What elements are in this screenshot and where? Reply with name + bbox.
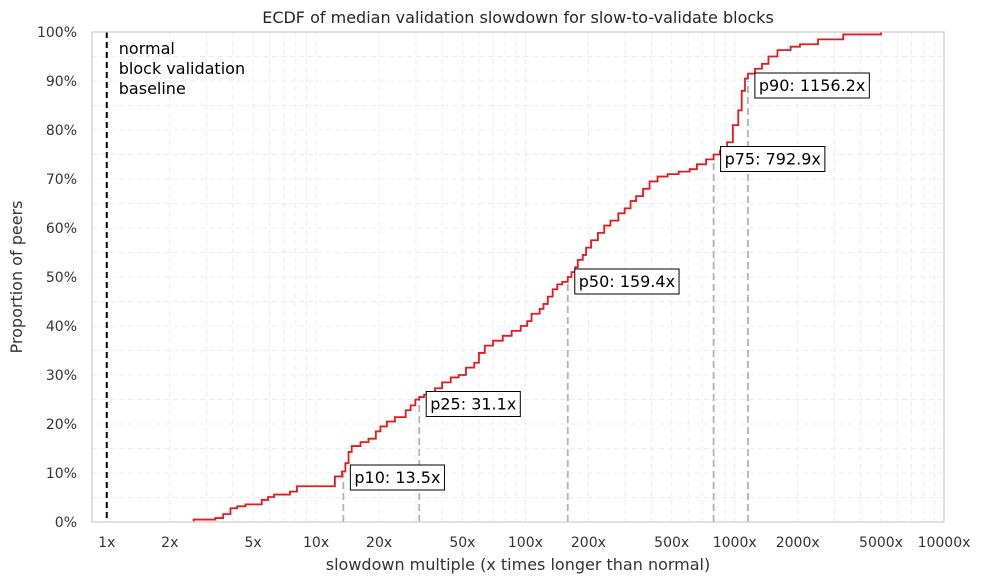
percentile-annotation: p90: 1156.2x <box>754 72 870 99</box>
percentile-annotations: p10: 13.5x p25: 31.1x p50: 159.4x p75: 792.… <box>349 72 870 491</box>
x-tick-label: 5000x <box>859 535 903 551</box>
percentile-annotation: p25: 31.1x <box>425 391 521 417</box>
annotation-label: p10: 13.5x <box>354 468 440 487</box>
annotation-label: p50: 159.4x <box>579 272 675 291</box>
percentile-annotation: p50: 159.4x <box>574 268 680 295</box>
grid-lines <box>92 31 945 523</box>
annotation-label: p90: 1156.2x <box>759 76 865 95</box>
x-tick-label: 10x <box>303 535 329 551</box>
y-tick-label: 50% <box>46 270 77 286</box>
x-tick-label: 50x <box>449 535 475 551</box>
annotation-label: p25: 31.1x <box>430 395 516 414</box>
y-tick-label: 90% <box>46 74 77 90</box>
annotation-box <box>425 391 521 417</box>
x-tick-label: 200x <box>571 535 606 551</box>
percentile-annotation: p75: 792.9x <box>720 146 826 172</box>
x-tick-label: 2000x <box>776 535 820 551</box>
baseline-group: normal block validation baseline <box>105 32 250 522</box>
baseline-label-line: baseline <box>119 79 186 98</box>
y-axis-ticks: 0% 10% 20% 30% 40% 50% 60% 70% 80% 90% 100% <box>37 25 77 531</box>
y-tick-label: 40% <box>46 319 77 335</box>
x-tick-label: 5x <box>244 535 261 551</box>
annotation-label: p75: 792.9x <box>725 150 821 169</box>
y-tick-label: 20% <box>46 417 77 433</box>
annotation-box <box>574 268 680 295</box>
x-tick-label: 20x <box>366 535 392 551</box>
y-tick-label: 60% <box>46 221 77 237</box>
y-tick-label: 0% <box>55 515 77 531</box>
plot-frame <box>91 31 945 523</box>
baseline-label-line: block validation <box>119 59 245 78</box>
percentile-annotation: p10: 13.5x <box>349 464 445 491</box>
x-tick-label: 10000x <box>918 535 971 551</box>
x-tick-label: 1x <box>98 535 115 551</box>
x-tick-label: 2x <box>161 535 178 551</box>
y-tick-label: 30% <box>46 368 77 384</box>
x-tick-label: 500x <box>654 535 689 551</box>
baseline-label: normal block validation baseline <box>119 39 250 98</box>
annotation-box <box>720 146 826 172</box>
x-tick-label: 1000x <box>713 535 757 551</box>
y-tick-label: 10% <box>46 466 77 482</box>
annotation-box <box>349 464 445 491</box>
y-axis-label: Proportion of peers <box>7 201 26 354</box>
x-axis-label: slowdown multiple (x times longer than n… <box>326 555 711 574</box>
x-axis-ticks: 1x 2x 5x 10x 20x 50x 100x 200x 500x 1000x 2000x 500… <box>98 535 970 551</box>
y-tick-label: 80% <box>46 123 77 139</box>
y-tick-label: 70% <box>46 172 77 188</box>
chart-title: ECDF of median validation slowdown for s… <box>262 8 774 27</box>
baseline-label-line: normal <box>119 39 175 58</box>
x-tick-label: 100x <box>508 535 543 551</box>
annotation-box <box>754 72 870 99</box>
y-tick-label: 100% <box>37 25 77 41</box>
